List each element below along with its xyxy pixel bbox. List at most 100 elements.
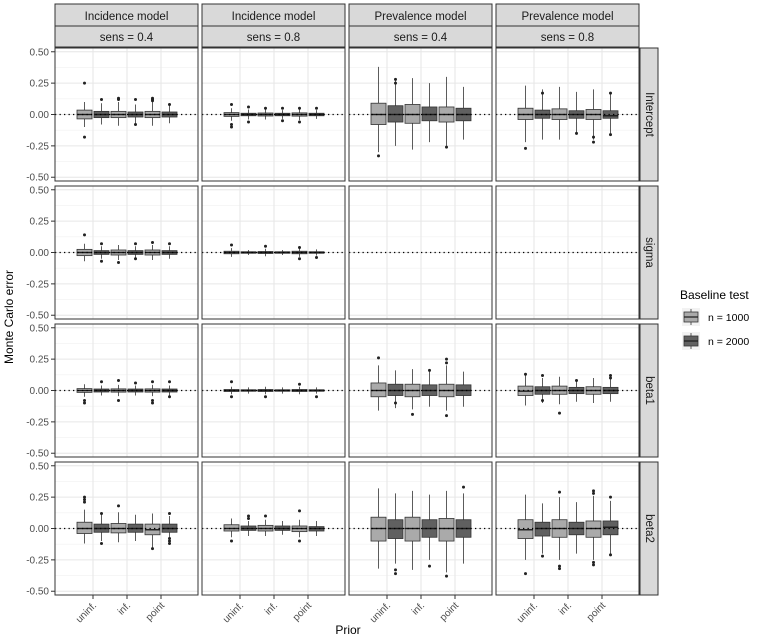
outlier-point [230, 123, 233, 127]
y-tick-label: 0.25 [30, 355, 50, 366]
panel [348, 185, 493, 320]
strip-row-bg [639, 323, 659, 458]
x-tick-label: point [291, 600, 314, 623]
outlier-point [83, 495, 86, 499]
panel-border [201, 47, 346, 182]
y-tick-label: 0.50 [30, 47, 50, 58]
outlier-point [83, 500, 86, 504]
outlier-point [134, 242, 137, 246]
x-tick-label: uninf. [74, 600, 99, 625]
outlier-point [394, 401, 397, 405]
outlier-point [134, 381, 137, 385]
outlier-point [592, 491, 595, 495]
panel [201, 47, 346, 182]
box-iqr [438, 518, 455, 542]
x-tick-label: uninf. [221, 600, 246, 625]
outlier-point [151, 401, 154, 405]
outlier-point [541, 373, 544, 377]
strip-sens-label: sens = 0.8 [247, 32, 300, 44]
y-axis-title: Monte Carlo error [2, 270, 16, 364]
strip-row-label: sigma [643, 237, 655, 268]
strip-row-bg [639, 461, 659, 596]
y-tick-label: 0.00 [30, 386, 50, 397]
outlier-point [524, 572, 527, 576]
outlier-point [609, 376, 612, 380]
x-tick-label: inf. [410, 600, 427, 617]
outlier-point [100, 542, 103, 546]
outlier-point [609, 495, 612, 499]
facet-panels [54, 47, 640, 596]
outlier-point [117, 378, 120, 382]
strip-model-label: Incidence model [85, 11, 169, 23]
panel-border [348, 185, 493, 320]
x-axis: uninf. inf. point uninf. inf. point uninf. inf.… [74, 595, 608, 625]
strip-sens-bg [54, 25, 199, 48]
outlier-point [428, 368, 431, 372]
outlier-point [247, 120, 250, 124]
outlier-point [100, 511, 103, 515]
outlier-point [298, 245, 301, 249]
y-tick-label: 0.25 [30, 493, 50, 504]
outlier-point [168, 102, 171, 106]
outlier-point [168, 380, 171, 384]
y-tick-label: -0.25 [26, 555, 49, 566]
outlier-point [117, 399, 120, 403]
y-tick-label: -0.25 [26, 279, 49, 290]
outlier-point [230, 243, 233, 247]
outlier-point [151, 399, 154, 403]
outlier-point [592, 489, 595, 493]
outlier-point [168, 242, 171, 246]
outlier-point [462, 485, 465, 489]
strip-sens-label: sens = 0.8 [541, 32, 594, 44]
y-tick-label: -0.50 [26, 173, 49, 184]
y-tick-label: 0.25 [30, 79, 50, 90]
outlier-point [168, 542, 171, 546]
outlier-point [609, 373, 612, 377]
outlier-point [100, 259, 103, 263]
outlier-point [558, 567, 561, 571]
outlier-point [445, 574, 448, 578]
panel-border [348, 47, 493, 182]
panel [348, 461, 493, 596]
outlier-point [264, 395, 267, 399]
y-tick-label: 0.25 [30, 217, 50, 228]
panel [201, 323, 346, 458]
panel [54, 47, 199, 182]
outlier-point [230, 539, 233, 543]
outlier-point [558, 411, 561, 415]
panel [201, 185, 346, 320]
y-tick-label: 0.50 [30, 461, 50, 472]
x-tick-label: uninf. [515, 600, 540, 625]
x-tick-label: uninf. [368, 600, 393, 625]
strip-sens-bg [201, 25, 346, 48]
strip-row-label: beta2 [643, 514, 655, 543]
legend-label: n = 1000 [708, 312, 749, 324]
outlier-point [377, 356, 380, 360]
outlier-point [83, 401, 86, 405]
outlier-point [117, 504, 120, 508]
outlier-point [100, 380, 103, 384]
strip-row-label: Intercept [643, 92, 655, 138]
outlier-point [117, 261, 120, 265]
outlier-point [83, 81, 86, 85]
outlier-point [134, 97, 137, 101]
outlier-point [151, 547, 154, 551]
strip-sens-label: sens = 0.4 [394, 32, 448, 44]
y-tick-label: -0.25 [26, 417, 49, 428]
panel [495, 461, 640, 596]
panel [495, 185, 640, 320]
outlier-point [168, 511, 171, 515]
outlier-point [558, 490, 561, 494]
outlier-point [83, 399, 86, 403]
outlier-point [151, 380, 154, 384]
panel-border [495, 185, 640, 320]
strip-model-label: Prevalence model [521, 11, 613, 23]
x-tick-label: point [438, 600, 461, 623]
outlier-point [445, 414, 448, 418]
x-tick-label: inf. [263, 600, 280, 617]
outlier-point [247, 105, 250, 109]
outlier-point [609, 91, 612, 95]
strip-row-label: beta1 [643, 376, 655, 405]
outlier-point [592, 563, 595, 567]
strip-row-bg [639, 185, 659, 320]
